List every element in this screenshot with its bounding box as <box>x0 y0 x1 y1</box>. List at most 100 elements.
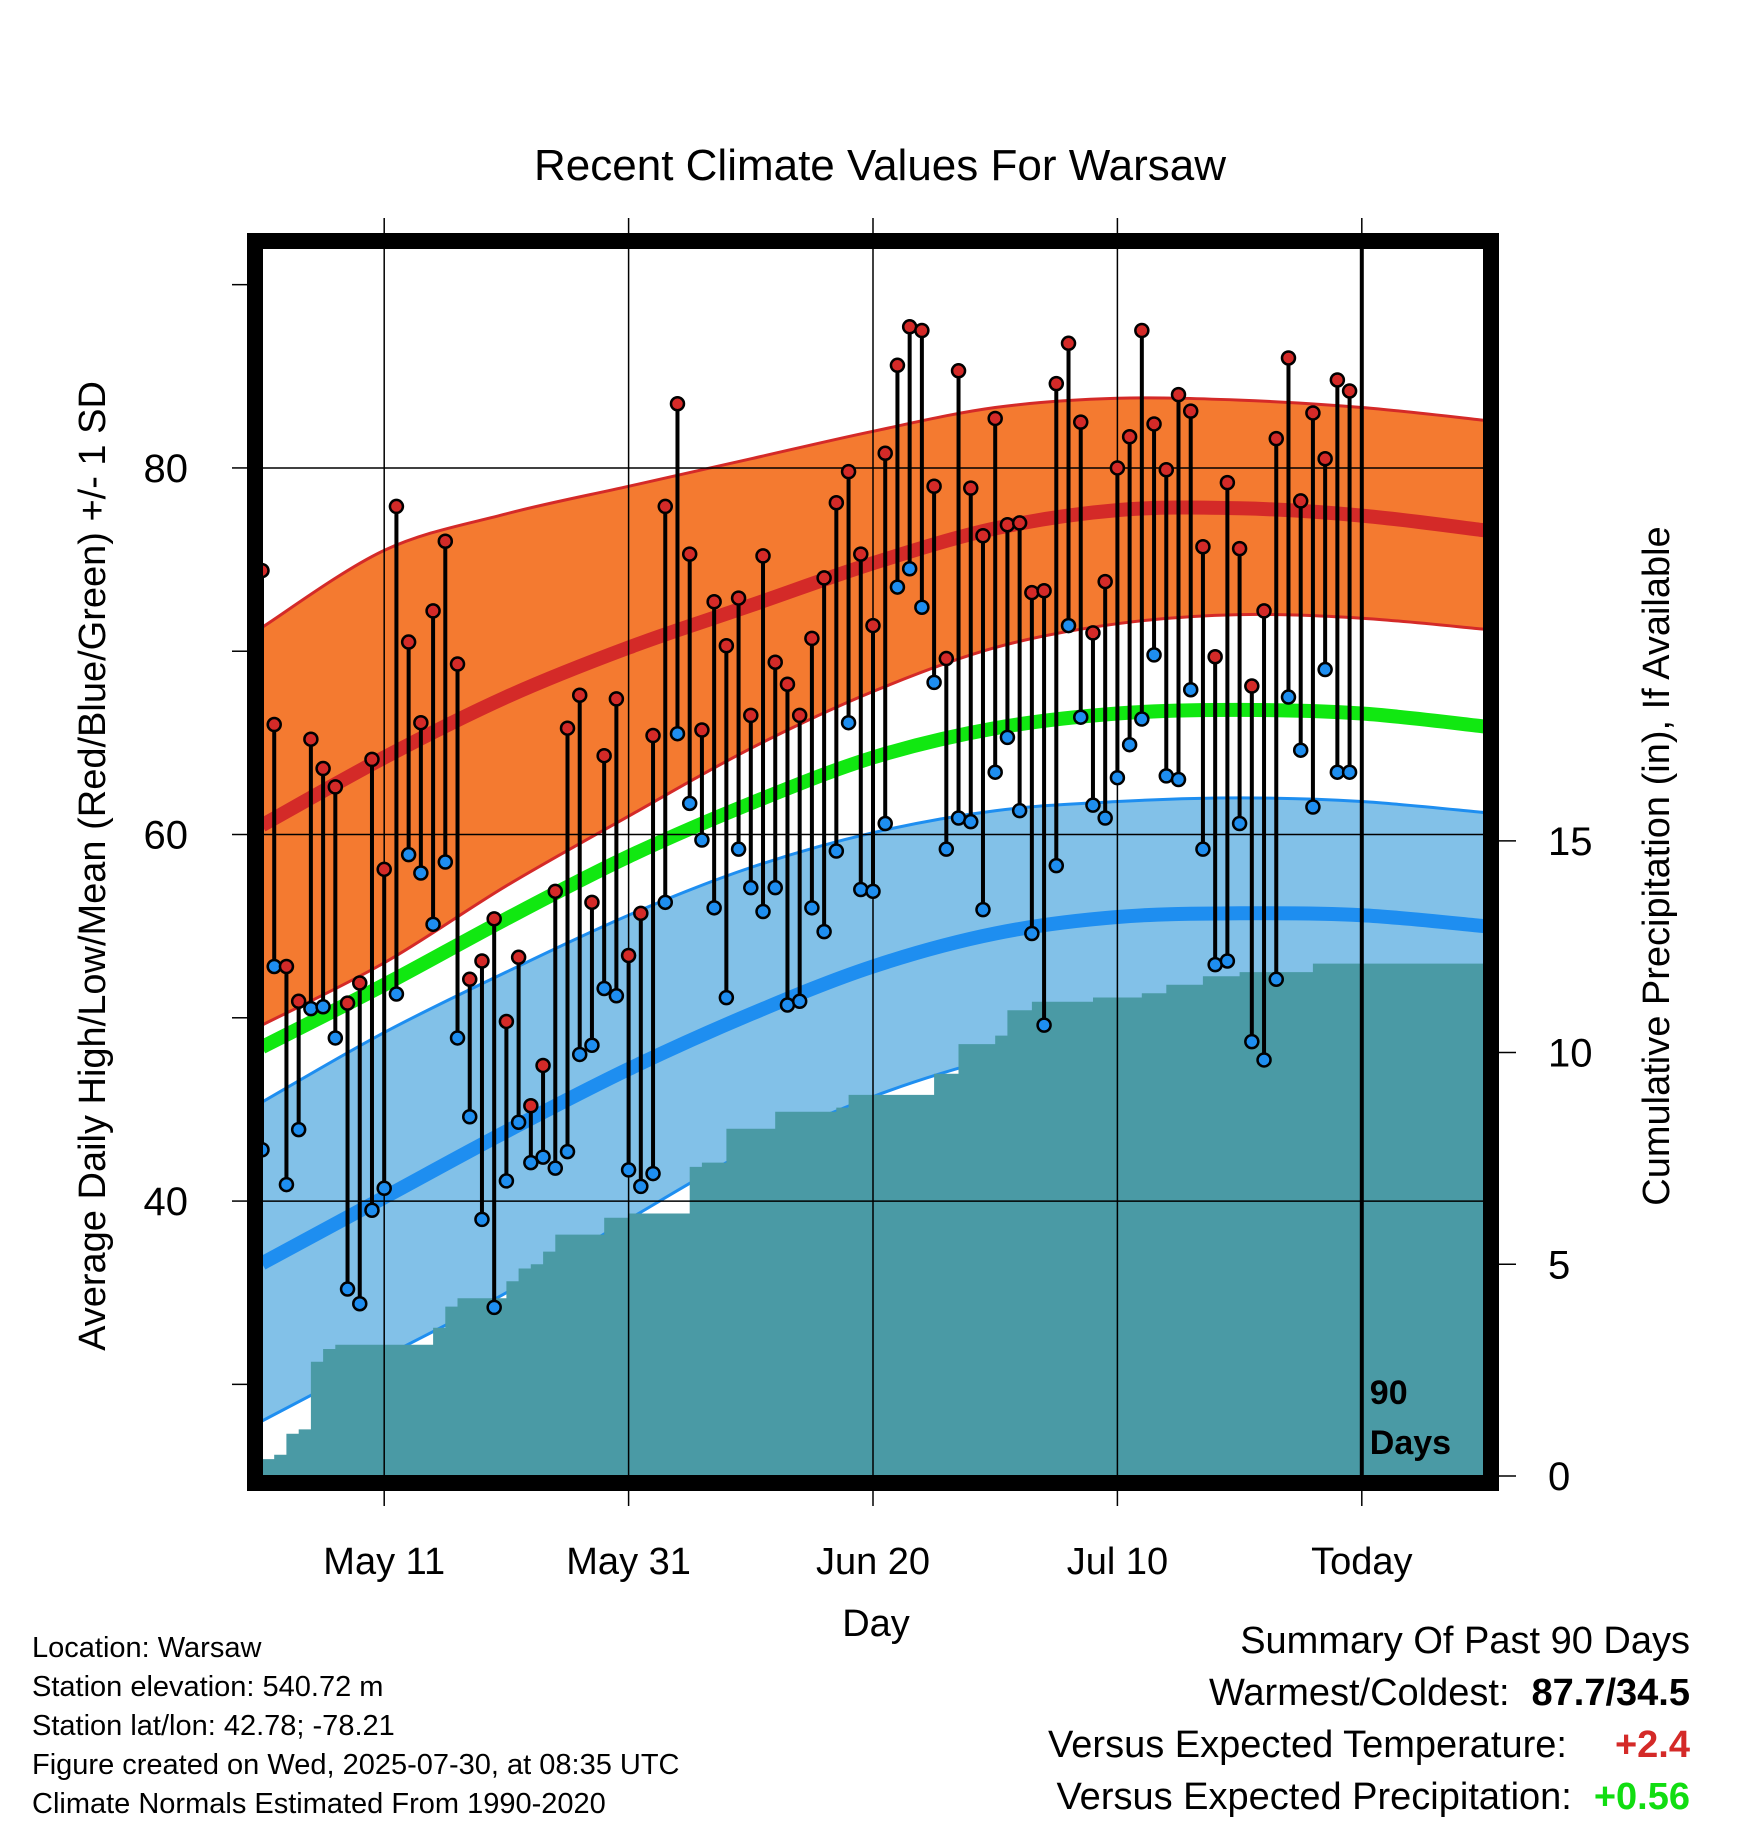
daily-high-point <box>730 590 747 606</box>
daily-low-point <box>523 1154 539 1171</box>
plot-frame <box>247 233 1499 1491</box>
plot-content: 90 Days <box>262 248 1484 1476</box>
summary-temp-value: +2.4 <box>1614 1724 1690 1766</box>
daily-low-point <box>1195 841 1211 857</box>
summary-precip-value: +0.56 <box>1593 1776 1690 1818</box>
daily-high-point <box>1024 584 1040 601</box>
daily-high-point <box>290 993 307 1010</box>
daily-high-point <box>1268 430 1285 447</box>
daily-low-point <box>1072 709 1089 725</box>
summary-warmest-row: Warmest/Coldest: 87.7/34.5 <box>1209 1672 1690 1715</box>
y2-tick-label: 0 <box>1548 1455 1570 1499</box>
y2-axis-label: Cumulative Precipitation (in), If Availa… <box>1636 526 1678 1205</box>
daily-high-point <box>718 637 735 654</box>
daily-low-point <box>413 865 429 881</box>
daily-high-point <box>1280 350 1297 366</box>
daily-high-point <box>694 722 710 738</box>
daily-high-point <box>535 1057 551 1074</box>
daily-high-point <box>449 656 466 672</box>
daily-high-point <box>413 714 429 731</box>
daily-low-point <box>400 846 417 863</box>
daily-low-point <box>1219 953 1236 969</box>
daily-high-point <box>1170 386 1187 403</box>
daily-low-point <box>633 1178 649 1195</box>
daily-low-point <box>1121 736 1138 753</box>
footer-created: Figure created on Wed, 2025-07-30, at 08… <box>32 1749 680 1781</box>
y-axis-label: Average Daily High/Low/Mean (Red/Blue/Gr… <box>72 381 114 1351</box>
daily-low-point <box>547 1160 564 1176</box>
daily-low-point <box>437 854 454 870</box>
daily-low-point <box>339 1281 356 1297</box>
daily-high-point <box>779 676 796 692</box>
daily-high-point <box>755 548 771 564</box>
plot-area: 90 Days 40 60 80 0 5 10 15 May 11 May 31 Jun 20 Jul … <box>144 218 1593 1583</box>
daily-high-point <box>437 533 454 550</box>
daily-low-point <box>278 1176 295 1193</box>
summary-warmest-label: Warmest/Coldest: <box>1208 1672 1510 1714</box>
daily-low-point <box>1256 1052 1272 1068</box>
daily-low-point <box>657 894 674 911</box>
daily-high-point <box>633 905 649 922</box>
footer-elevation: Station elevation: 540.72 m <box>32 1671 384 1703</box>
daily-high-point <box>804 630 820 647</box>
daily-low-point <box>315 999 331 1015</box>
daily-low-point <box>706 900 722 916</box>
today-days-label-word: Days <box>1370 1424 1451 1462</box>
daily-high-point <box>987 410 1003 427</box>
daily-low-point <box>853 881 869 898</box>
summary-warmest-value: 87.7/34.5 <box>1531 1672 1690 1714</box>
daily-low-point <box>730 841 747 857</box>
daily-low-point <box>1268 971 1285 988</box>
daily-low-point <box>498 1173 515 1189</box>
daily-low-point <box>388 986 405 1002</box>
daily-high-point <box>559 720 576 736</box>
daily-high-point <box>816 570 832 586</box>
daily-high-point <box>474 953 490 969</box>
daily-low-point <box>535 1149 551 1165</box>
daily-low-point <box>596 980 612 997</box>
daily-high-point <box>1182 403 1199 419</box>
daily-low-point <box>963 813 979 830</box>
daily-low-point <box>1060 617 1077 634</box>
daily-high-point <box>657 498 674 515</box>
daily-low-point <box>425 916 441 933</box>
daily-high-point <box>853 546 869 562</box>
daily-high-point <box>828 495 845 511</box>
daily-low-point <box>1244 1033 1260 1050</box>
daily-high-point <box>596 747 612 764</box>
daily-low-point <box>584 1037 600 1054</box>
daily-high-point <box>352 975 368 991</box>
daily-low-point <box>791 993 808 1010</box>
today-days-label-number: 90 <box>1370 1374 1408 1412</box>
daily-low-point <box>694 832 710 848</box>
daily-high-point <box>620 947 637 964</box>
daily-high-point <box>1158 462 1175 478</box>
daily-low-point <box>865 883 881 900</box>
daily-high-point <box>498 1013 515 1030</box>
daily-high-point <box>950 363 967 379</box>
daily-high-point <box>1317 451 1333 467</box>
daily-high-point <box>743 707 759 724</box>
x-tick-label: May 11 <box>323 1541 445 1583</box>
daily-high-point <box>1121 429 1138 445</box>
footer-latlon: Station lat/lon: 42.78; -78.21 <box>32 1710 395 1742</box>
daily-high-point <box>510 949 527 966</box>
daily-low-point <box>1292 742 1309 758</box>
daily-low-point <box>755 903 771 920</box>
daily-low-point <box>1097 810 1113 826</box>
daily-low-point <box>718 989 735 1006</box>
daily-low-point <box>804 900 820 916</box>
daily-high-point <box>963 480 979 496</box>
summary-precip-row: Versus Expected Precipitation: +0.56 <box>1056 1776 1690 1819</box>
daily-low-point <box>828 843 845 859</box>
daily-high-point <box>1207 648 1223 665</box>
daily-low-point <box>608 988 625 1004</box>
daily-low-point <box>559 1143 576 1160</box>
daily-high-point <box>1292 493 1309 509</box>
daily-low-point <box>571 1046 588 1063</box>
daily-low-point <box>816 923 832 940</box>
y2-tick-label: 10 <box>1548 1032 1593 1076</box>
daily-high-point <box>1134 322 1150 339</box>
daily-high-point <box>376 861 392 878</box>
